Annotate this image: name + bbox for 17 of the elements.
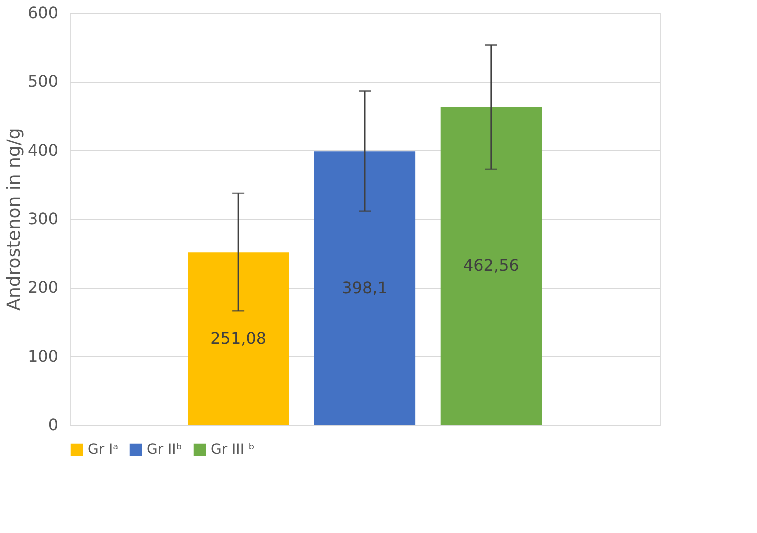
y-tick-label: 0 [48,416,58,434]
legend-label: Gr IIᵇ [147,442,182,458]
data-label: 251,08 [210,328,267,348]
data-label: 462,56 [463,256,520,276]
y-tick-label: 500 [28,72,58,92]
y-tick-label: 600 [28,4,58,22]
legend-label: Gr III ᵇ [211,442,255,458]
bar [440,107,542,425]
y-tick-label: 300 [28,210,58,228]
y-axis-title: Androstenon in ng/g [4,128,25,311]
legend-label: Gr Iᵃ [88,442,119,458]
data-label: 398,1 [342,278,388,298]
y-tick-label: 100 [28,346,58,366]
bar [314,152,416,425]
y-tick-label: 400 [28,140,58,160]
y-tick-label: 200 [28,278,58,298]
bar [188,252,290,425]
